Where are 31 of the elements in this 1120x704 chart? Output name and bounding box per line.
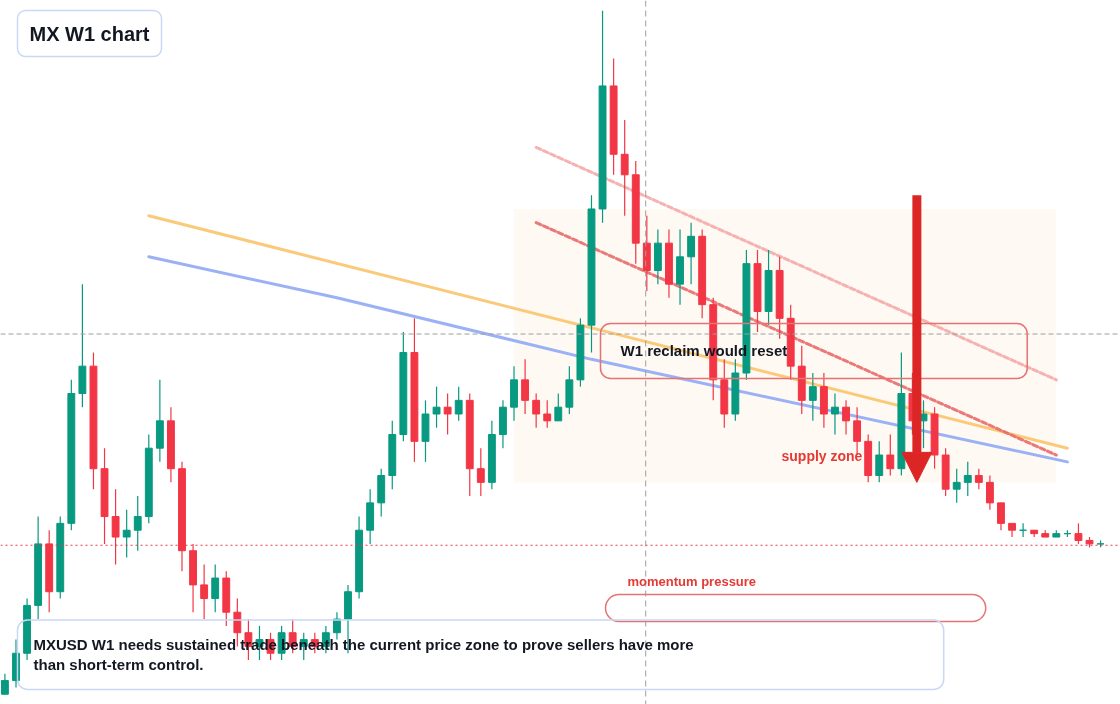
candlestick bbox=[808, 372, 817, 422]
candlestick bbox=[985, 474, 994, 511]
annotation: supply zone bbox=[781, 447, 863, 464]
candlestick bbox=[443, 392, 452, 436]
candlestick bbox=[919, 399, 928, 449]
candlestick bbox=[997, 502, 1005, 531]
candlestick bbox=[687, 222, 696, 285]
candlestick bbox=[963, 461, 972, 497]
candlestick bbox=[875, 440, 884, 483]
candlestick bbox=[133, 495, 142, 552]
candlestick bbox=[122, 509, 131, 559]
candlestick bbox=[432, 386, 441, 429]
candlestick bbox=[831, 392, 839, 436]
candlestick bbox=[543, 399, 552, 429]
candlestick bbox=[886, 433, 895, 477]
candlestick bbox=[233, 597, 242, 647]
candlestick bbox=[454, 386, 463, 422]
candlestick bbox=[620, 119, 629, 217]
candlestick bbox=[532, 392, 541, 429]
candlestick bbox=[842, 399, 850, 436]
text: MX W1 chart bbox=[29, 22, 150, 45]
candlestick bbox=[1074, 522, 1083, 545]
candlestick bbox=[1, 673, 9, 695]
candlestick bbox=[521, 358, 530, 415]
candlestick bbox=[974, 468, 983, 490]
candlestick bbox=[952, 468, 961, 504]
candlestick bbox=[476, 447, 485, 497]
candlestick bbox=[554, 392, 563, 422]
candlestick bbox=[211, 563, 220, 613]
candlestick bbox=[200, 563, 209, 620]
annotation: momentum pressure bbox=[627, 573, 757, 589]
